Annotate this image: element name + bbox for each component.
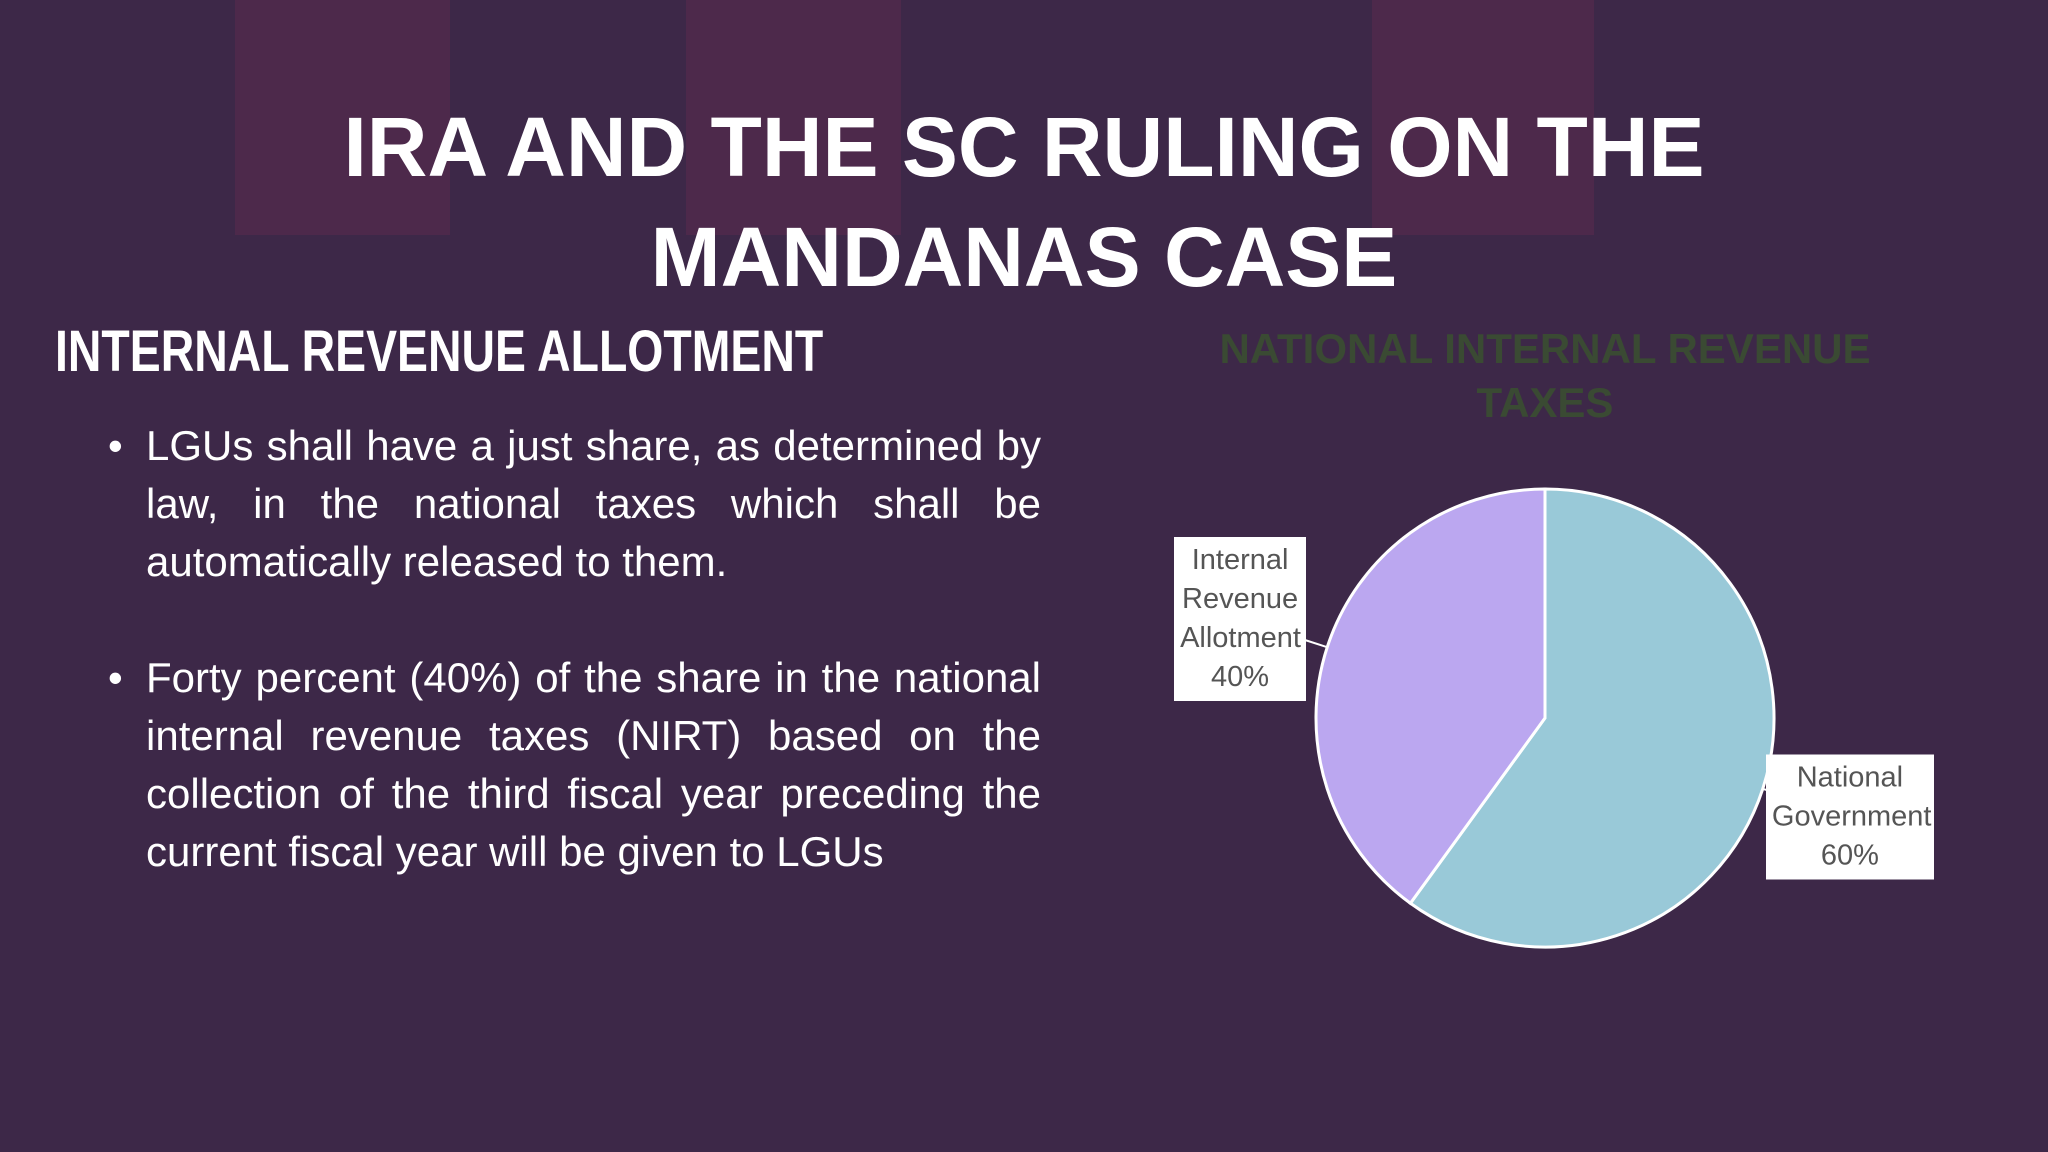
data-label: Internal Revenue Allotment 40% <box>1174 536 1307 701</box>
pie-slice <box>1314 487 1547 906</box>
data-label: National Government 60% <box>1765 754 1934 880</box>
chart-title: NATIONAL INTERNAL REVENUE TAXES <box>1219 325 1871 426</box>
value-label: 40% <box>1211 660 1270 693</box>
category-label: Internal Revenue Allotment <box>1180 543 1301 654</box>
category-label: National Government <box>1771 761 1932 833</box>
slide-title: IRA AND THE SC RULING ON THE MANDANAS CA… <box>343 100 1705 304</box>
bullet: LGUs shall have a just share, as determi… <box>108 417 1041 591</box>
decoration <box>686 0 901 235</box>
value-label: 60% <box>1820 839 1879 872</box>
bullet: Forty percent (40%) of the share in the … <box>108 649 1041 881</box>
decoration <box>1372 0 1594 235</box>
section-heading: INTERNAL REVENUE ALLOTMENT <box>55 319 824 384</box>
decoration <box>235 0 450 235</box>
pie-slice <box>1408 487 1776 949</box>
